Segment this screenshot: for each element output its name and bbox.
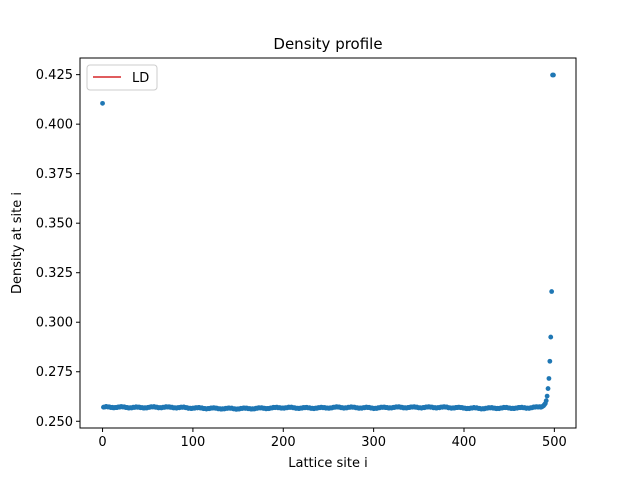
y-tick-label: 0.250 (36, 415, 73, 430)
data-point (548, 335, 553, 340)
y-tick-label: 0.425 (36, 68, 73, 83)
data-point (547, 376, 552, 381)
data-point (546, 386, 551, 391)
y-tick-label: 0.275 (36, 365, 73, 380)
data-point (547, 359, 552, 364)
data-point (544, 398, 549, 403)
x-tick-label: 100 (180, 435, 205, 450)
y-tick-label: 0.400 (36, 118, 73, 133)
x-tick-label: 200 (271, 435, 296, 450)
x-axis-label: Lattice site i (288, 456, 368, 471)
x-tick-label: 0 (98, 435, 106, 450)
data-point (100, 101, 105, 106)
legend-label-ld: LD (132, 71, 149, 86)
data-point (551, 73, 556, 78)
y-tick-label: 0.325 (36, 266, 73, 281)
y-tick-label: 0.375 (36, 167, 73, 182)
x-tick-label: 300 (361, 435, 386, 450)
legend: LD (87, 65, 157, 90)
data-point (549, 289, 554, 294)
x-tick-label: 500 (542, 435, 567, 450)
y-tick-label: 0.350 (36, 217, 73, 232)
data-point (545, 394, 550, 399)
chart-title: Density profile (273, 35, 382, 53)
y-axis-label: Density at site i (10, 192, 25, 294)
y-tick-label: 0.300 (36, 316, 73, 331)
x-tick-label: 400 (452, 435, 477, 450)
